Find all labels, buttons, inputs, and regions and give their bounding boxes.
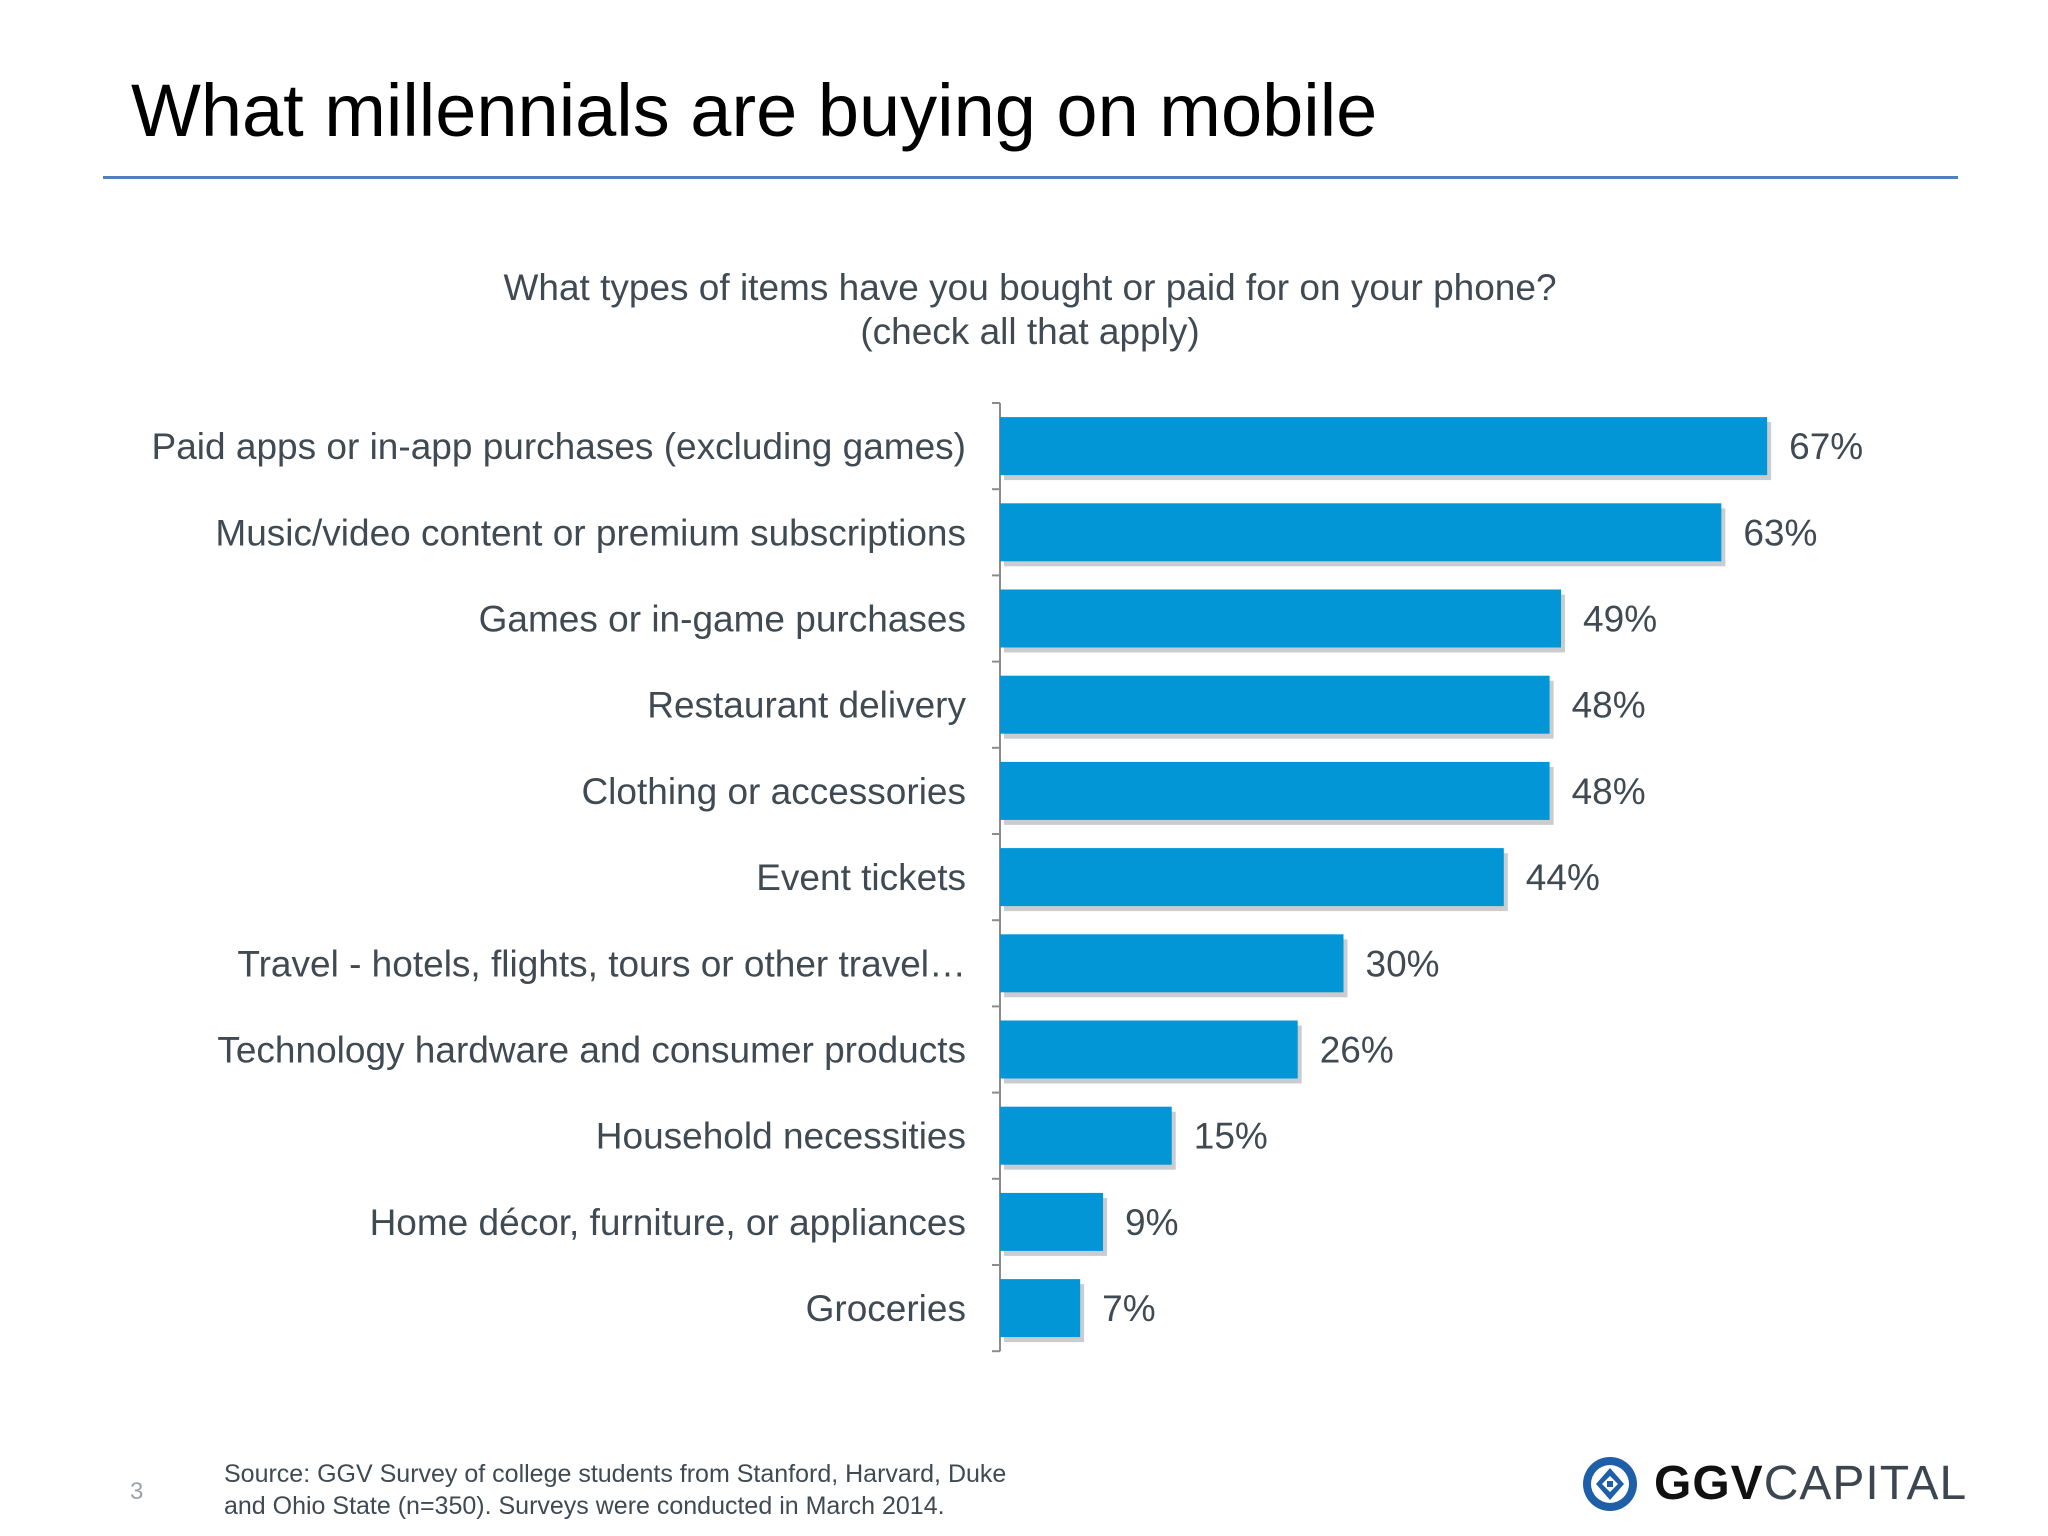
category-label: Restaurant delivery xyxy=(647,685,966,726)
logo-wordmark-bold: GGV xyxy=(1654,1457,1764,1510)
value-label: 67% xyxy=(1789,426,1863,467)
value-label: 26% xyxy=(1320,1030,1394,1071)
category-label: Household necessities xyxy=(596,1116,966,1157)
title-divider xyxy=(103,176,1958,179)
source-line-1: Source: GGV Survey of college students f… xyxy=(224,1460,1007,1488)
chart-title: What types of items have you bought or p… xyxy=(430,266,1630,354)
bar xyxy=(1000,503,1722,562)
slide-title: What millennials are buying on mobile xyxy=(131,69,1378,152)
value-label: 48% xyxy=(1572,771,1646,812)
value-label: 9% xyxy=(1125,1202,1178,1243)
logo-wordmark: GGVCAPITAL xyxy=(1654,1460,1967,1508)
chart-title-line-1: What types of items have you bought or p… xyxy=(503,267,1557,308)
ggv-capital-logo: GGVCAPITAL xyxy=(1580,1452,1967,1516)
ggv-logo-icon xyxy=(1583,1457,1637,1511)
category-label: Travel - hotels, flights, tours or other… xyxy=(237,943,966,984)
bar xyxy=(1000,417,1768,476)
bar xyxy=(1000,1192,1104,1251)
category-label: Games or in-game purchases xyxy=(479,599,966,640)
bar xyxy=(1000,848,1504,907)
value-label: 49% xyxy=(1583,599,1657,640)
bar xyxy=(1000,589,1562,648)
bar xyxy=(1000,675,1550,734)
value-label: 15% xyxy=(1194,1116,1268,1157)
category-label: Technology hardware and consumer product… xyxy=(217,1030,966,1071)
value-label: 44% xyxy=(1526,857,1600,898)
category-label: Home décor, furniture, or appliances xyxy=(370,1202,966,1243)
source-note: Source: GGV Survey of college students f… xyxy=(224,1458,1006,1522)
bar xyxy=(1000,1020,1298,1079)
category-label: Clothing or accessories xyxy=(581,771,966,812)
bar xyxy=(1000,1279,1081,1338)
category-label: Music/video content or premium subscript… xyxy=(215,512,966,553)
source-line-2: and Ohio State (n=350). Surveys were con… xyxy=(224,1492,945,1520)
bar xyxy=(1000,1106,1172,1165)
bar xyxy=(1000,761,1550,820)
value-label: 48% xyxy=(1572,685,1646,726)
category-label: Event tickets xyxy=(756,857,966,898)
logo-wordmark-light: CAPITAL xyxy=(1763,1457,1968,1510)
value-label: 30% xyxy=(1366,943,1440,984)
page-number: 3 xyxy=(130,1478,144,1505)
category-label: Paid apps or in-app purchases (excluding… xyxy=(152,426,966,467)
value-label: 63% xyxy=(1743,512,1817,553)
category-label: Groceries xyxy=(806,1288,966,1329)
chart-title-line-2: (check all that apply) xyxy=(860,311,1200,352)
bar xyxy=(1000,934,1344,993)
value-label: 7% xyxy=(1102,1288,1155,1329)
